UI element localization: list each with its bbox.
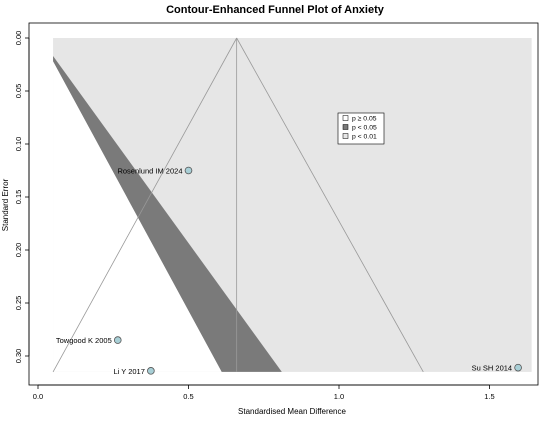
region-p-lt-005-left (53, 56, 282, 372)
y-tick-label: 0.00 (14, 31, 23, 46)
chart-title: Contour-Enhanced Funnel Plot of Anxiety (166, 4, 385, 16)
y-axis: 0.00 0.05 0.10 0.15 0.20 0.25 0.30 (14, 31, 30, 364)
y-tick-label: 0.10 (14, 137, 23, 152)
data-point-label: Li Y 2017 (113, 367, 144, 376)
data-point-label: Rosenlund IM 2024 (117, 167, 182, 176)
y-tick-label: 0.20 (14, 243, 23, 258)
data-point (113, 336, 122, 344)
legend-swatch (342, 133, 349, 139)
data-points: Rosenlund IM 2024 Towgood K 2005 Li Y 2017… (56, 167, 522, 376)
y-tick-label: 0.15 (14, 190, 23, 205)
data-point (184, 166, 193, 175)
x-tick-label: 0.0 (33, 392, 43, 401)
y-tick-label: 0.30 (14, 349, 23, 364)
x-axis: 0.0 0.5 1.0 1.5 (33, 384, 495, 401)
legend-label: p < 0.05 (352, 125, 377, 132)
x-tick-label: 0.5 (183, 392, 193, 401)
legend: p ≥ 0.05 p < 0.05 p < 0.01 (337, 112, 385, 145)
funnel-right-line (236, 37, 424, 373)
data-point-label: Towgood K 2005 (56, 336, 112, 345)
legend-swatch (342, 124, 349, 130)
legend-label: p ≥ 0.05 (352, 116, 377, 123)
y-tick-label: 0.05 (14, 84, 23, 99)
funnel-left-line (52, 37, 238, 373)
x-axis-label: Standardised Mean Difference (238, 407, 346, 416)
y-axis-label: Standard Error (1, 178, 10, 231)
x-tick-label: 1.5 (484, 392, 494, 401)
region-p-ge-005-left (53, 61, 222, 372)
legend-label: p < 0.01 (352, 134, 377, 141)
plot-area: Rosenlund IM 2024 Towgood K 2005 Li Y 2017… (52, 37, 532, 376)
x-tick-label: 1.0 (334, 392, 344, 401)
y-tick-label: 0.25 (14, 296, 23, 311)
data-point (147, 367, 155, 375)
data-point-label: Su SH 2014 (472, 364, 512, 373)
legend-swatch (342, 115, 349, 121)
data-point (514, 363, 522, 372)
